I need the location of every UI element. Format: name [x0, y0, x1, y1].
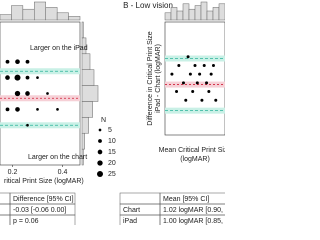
data-point — [186, 55, 190, 59]
hist-bar — [218, 3, 225, 21]
data-point — [170, 72, 174, 76]
hist-bar — [182, 3, 190, 21]
data-point — [15, 107, 20, 112]
data-point — [14, 74, 21, 81]
hist-bar — [11, 5, 24, 21]
data-point — [26, 123, 29, 127]
x-tick-label: 0.2 — [8, 169, 18, 176]
table-text: 1.02 logMAR [0.90, 1.1 — [163, 207, 225, 214]
data-point — [5, 75, 10, 80]
hist-bar — [81, 37, 87, 55]
hist-bar — [22, 8, 35, 21]
data-point — [205, 81, 209, 85]
data-point — [193, 63, 197, 67]
hist-bar — [81, 53, 91, 70]
y-axis-label: Difference in Critical Print Size — [147, 31, 154, 126]
data-point — [25, 75, 30, 80]
legend-label: 20 — [108, 160, 116, 167]
data-point — [181, 81, 185, 85]
table-text: Chart — [123, 207, 140, 214]
data-point — [200, 98, 204, 102]
table-text: p = 0.06 — [13, 218, 39, 225]
annotation: Larger on the chart — [28, 154, 87, 161]
table-cell — [159, 214, 225, 225]
data-point — [36, 108, 39, 111]
legend-label: 10 — [108, 138, 116, 145]
hist-bar — [176, 10, 184, 21]
hist-bar — [45, 7, 58, 21]
data-point — [5, 59, 10, 64]
hist-bar — [81, 21, 84, 39]
data-point — [14, 90, 21, 97]
data-point — [175, 90, 179, 94]
table-text: Mean [95% CI] — [163, 196, 209, 203]
data-point — [191, 90, 195, 94]
y-axis-label: iPad - Chart (logMAR) — [155, 44, 162, 113]
hist-bar — [194, 5, 202, 21]
legend-marker — [97, 149, 103, 155]
data-point — [207, 90, 211, 94]
hist-bar — [56, 12, 69, 21]
legend-marker — [97, 160, 103, 166]
table-cell — [9, 214, 76, 225]
panel-title: B - Low vision — [123, 1, 173, 10]
data-point — [25, 59, 30, 64]
hist-bar — [81, 132, 85, 150]
table-text: Difference [95% CI] — [13, 196, 74, 203]
hist-bar — [212, 7, 220, 21]
table-cell — [119, 192, 161, 205]
data-point — [25, 91, 30, 96]
x-axis-label: Mean Critical Print Size — [159, 147, 225, 154]
hist-bar — [170, 7, 178, 21]
data-point — [195, 81, 199, 85]
hist-bar — [81, 85, 99, 102]
legend-label: 25 — [108, 171, 116, 178]
data-point — [209, 72, 213, 76]
legend-marker — [98, 139, 102, 143]
data-point — [177, 63, 181, 67]
hist-bar — [0, 14, 12, 21]
data-point — [5, 107, 10, 112]
data-point — [211, 63, 215, 67]
table-cell — [0, 203, 11, 216]
data-point — [46, 92, 49, 95]
data-point — [36, 76, 39, 79]
x-axis-label: (logMAR) — [180, 156, 210, 163]
legend-marker — [98, 128, 102, 132]
table-text: iPad — [123, 218, 137, 225]
data-point — [56, 108, 59, 111]
legend-title: N — [101, 117, 106, 124]
x-axis-label: ritical Print Size (logMAR) — [4, 178, 84, 185]
plot-frame — [0, 21, 81, 166]
data-point — [198, 72, 202, 76]
data-point — [202, 63, 206, 67]
hist-bar — [188, 8, 196, 21]
data-point — [188, 72, 192, 76]
hist-bar — [34, 1, 46, 21]
annotation: Larger on the iPad — [30, 45, 88, 52]
data-point — [214, 98, 218, 102]
hist-bar — [68, 16, 81, 21]
hist-bar — [200, 1, 208, 21]
figure: B - Low vision 0.2 0.4 Larger on the iPad L… — [0, 1, 225, 225]
table-text: 1.00 logMAR [0.85, 1.1 — [163, 218, 225, 225]
data-point — [15, 59, 20, 65]
legend-label: 15 — [108, 149, 116, 156]
hist-bar — [81, 117, 89, 134]
hist-bar — [206, 10, 214, 21]
plot-frame — [164, 21, 225, 136]
hist-bar — [81, 101, 93, 118]
legend-label: 5 — [108, 127, 112, 134]
data-point — [184, 98, 188, 102]
table-cell — [0, 214, 11, 225]
table-cell — [0, 192, 11, 205]
hist-bar — [81, 69, 95, 86]
x-tick-label: 0.4 — [58, 169, 68, 176]
hist-bar — [164, 12, 172, 21]
table-text: -0.03 [-0.06 0.00] — [13, 207, 66, 214]
legend-marker — [97, 171, 103, 177]
